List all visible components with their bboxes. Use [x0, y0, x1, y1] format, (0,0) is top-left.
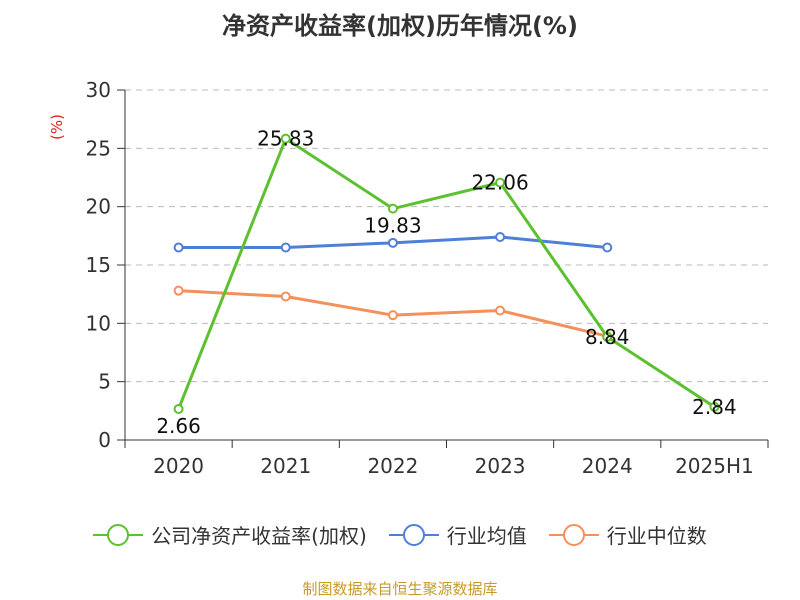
data-point[interactable] [387, 310, 398, 321]
data-point[interactable] [709, 401, 720, 412]
data-label: 2.66 [156, 414, 201, 438]
x-tick-label: 2022 [367, 454, 418, 478]
x-tick-label: 2025H1 [675, 454, 754, 478]
legend-marker-icon [93, 523, 144, 546]
data-label: 22.06 [471, 171, 528, 195]
series-layer [173, 133, 720, 414]
chart-title: 净资产收益率(加权)历年情况(%) [222, 12, 578, 40]
y-tick-label: 10 [86, 311, 111, 335]
data-label: 19.83 [364, 214, 421, 238]
data-point[interactable] [495, 177, 506, 188]
x-tick-label: 2020 [153, 454, 204, 478]
axis-layer: 0 5 10 15 20 25 30 2020 2021 2022 2023 2024 2025H1 (%… [48, 78, 769, 478]
data-point[interactable] [495, 232, 506, 242]
legend-item-0[interactable]: 公司净资产收益率(加权) [93, 520, 367, 549]
data-point[interactable] [602, 331, 613, 342]
series-line [177, 137, 716, 410]
series-0 [173, 133, 720, 414]
legend-label: 行业中位数 [606, 524, 707, 548]
y-tick-label: 25 [86, 136, 111, 160]
legend-marker-icon [388, 523, 439, 546]
source-note: 制图数据来自恒生聚源数据库 [302, 580, 498, 598]
data-point[interactable] [387, 237, 398, 248]
y-tick-label: 0 [98, 428, 111, 452]
data-point[interactable] [602, 242, 613, 253]
y-tick-label: 5 [98, 370, 111, 394]
data-point[interactable] [280, 133, 291, 144]
data-point[interactable] [173, 285, 184, 296]
data-label: 8.84 [585, 325, 630, 349]
series-1 [173, 232, 613, 253]
legend-label: 行业均值 [446, 524, 527, 548]
data-point[interactable] [173, 403, 184, 414]
data-label: 25.83 [257, 127, 314, 151]
data-point[interactable] [280, 291, 291, 302]
x-tick-label: 2023 [475, 454, 526, 478]
data-point[interactable] [387, 203, 398, 214]
y-tick-label: 30 [86, 78, 111, 102]
y-tick-label: 20 [86, 195, 111, 219]
plot-area: 0 5 10 15 20 25 30 2020 2021 2022 2023 2024 2025H1 (%… [48, 78, 769, 478]
data-label: 2.84 [692, 395, 737, 419]
label-layer: 2.66 25.83 19.83 22.06 8.84 2.84 [156, 127, 736, 438]
legend: 公司净资产收益率(加权) 行业均值 行业中位数 [0, 520, 800, 549]
legend-label: 公司净资产收益率(加权) [151, 524, 367, 548]
data-point[interactable] [173, 242, 184, 253]
x-tick-label: 2024 [582, 454, 633, 478]
legend-item-1[interactable]: 行业均值 [388, 520, 527, 549]
legend-item-2[interactable]: 行业中位数 [548, 520, 707, 549]
data-point[interactable] [495, 305, 506, 316]
data-point[interactable] [280, 242, 291, 253]
x-tick-label: 2021 [260, 454, 311, 478]
series-2 [173, 285, 613, 342]
y-tick-label: 15 [86, 253, 111, 277]
legend-marker-icon [548, 523, 599, 546]
y-axis-unit: (%) [48, 114, 66, 140]
grid-layer [125, 89, 768, 383]
